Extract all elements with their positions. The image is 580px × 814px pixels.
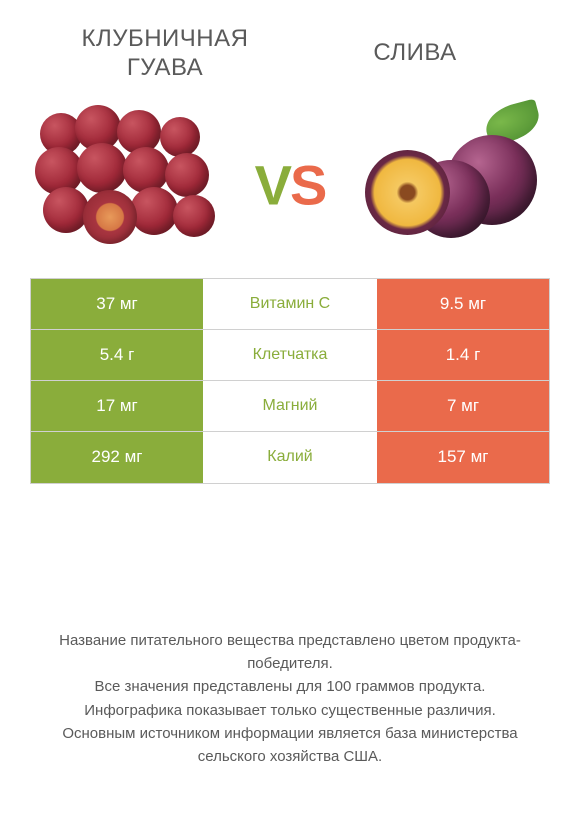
comparison-table: 37 мг Витамин C 9.5 мг 5.4 г Клетчатка 1… [30,278,550,484]
table-row: 5.4 г Клетчатка 1.4 г [31,330,549,381]
footer-line: Название питательного вещества представл… [30,630,550,675]
right-value: 157 мг [377,432,549,483]
right-value: 7 мг [377,381,549,431]
nutrient-name: Витамин C [203,279,377,329]
left-food-title: КЛУБНИЧНАЯ ГУАВА [40,25,290,83]
left-value: 292 мг [31,432,203,483]
right-value: 9.5 мг [377,279,549,329]
guava-image [30,103,220,258]
footer-line: Все значения представлены для 100 граммо… [30,676,550,699]
vs-v-letter: V [255,154,290,217]
table-row: 37 мг Витамин C 9.5 мг [31,279,549,330]
left-value: 37 мг [31,279,203,329]
nutrient-name: Магний [203,381,377,431]
header: КЛУБНИЧНАЯ ГУАВА СЛИВА [0,0,580,93]
footer-line: Основным источником информации является … [30,723,550,768]
nutrient-name: Клетчатка [203,330,377,380]
table-row: 292 мг Калий 157 мг [31,432,549,483]
plum-image [360,103,550,258]
left-value: 17 мг [31,381,203,431]
footer-notes: Название питательного вещества представл… [30,630,550,769]
footer-line: Инфографика показывает только существенн… [30,700,550,723]
right-value: 1.4 г [377,330,549,380]
table-row: 17 мг Магний 7 мг [31,381,549,432]
nutrient-name: Калий [203,432,377,483]
images-row: VS [0,93,580,278]
vs-label: VS [255,153,326,218]
right-food-title: СЛИВА [290,39,540,68]
vs-s-letter: S [290,154,325,217]
left-value: 5.4 г [31,330,203,380]
